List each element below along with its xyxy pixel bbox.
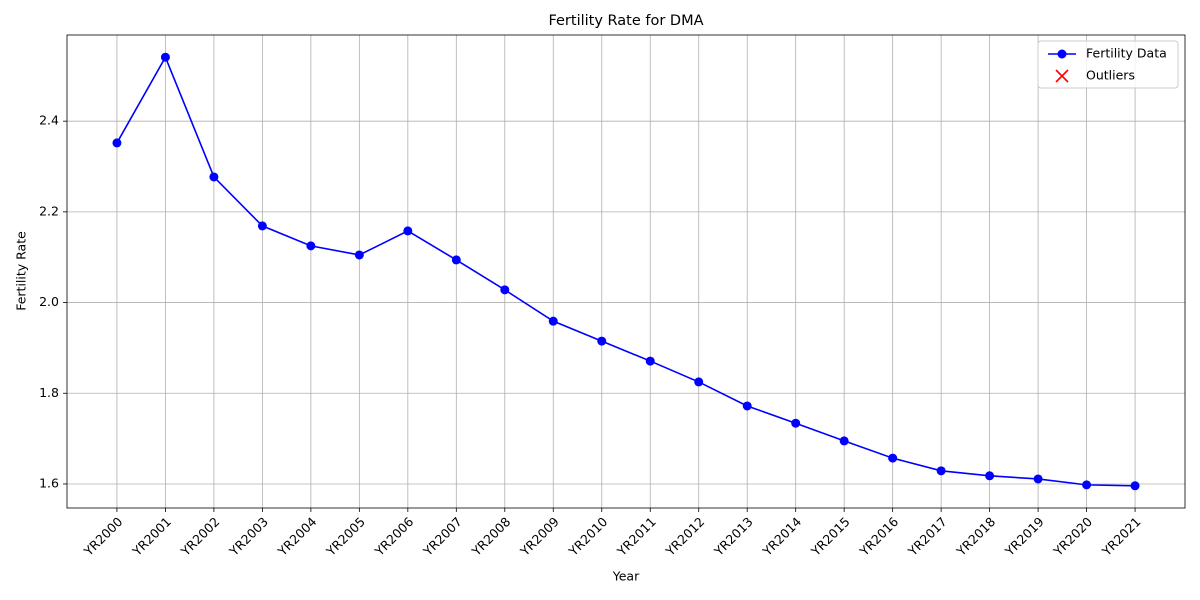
y-tick-label: 2.2 <box>39 203 59 218</box>
data-point <box>257 221 267 231</box>
data-point <box>936 466 946 476</box>
chart-title: Fertility Rate for DMA <box>548 13 703 29</box>
data-point <box>306 241 316 251</box>
data-point <box>985 471 995 481</box>
plot-frame <box>66 34 1186 509</box>
legend-label: Fertility Data <box>1086 46 1167 61</box>
data-point <box>209 172 219 182</box>
data-point <box>1033 474 1043 484</box>
y-tick-label: 1.8 <box>39 385 59 400</box>
legend-label: Outliers <box>1086 68 1135 83</box>
data-point <box>112 138 122 148</box>
data-point <box>839 436 849 446</box>
data-point <box>742 401 752 411</box>
legend-box <box>1037 40 1179 89</box>
data-point <box>548 316 558 326</box>
data-point <box>1130 481 1140 491</box>
data-point <box>1082 480 1092 490</box>
legend-swatch-marker <box>1057 49 1067 59</box>
data-point <box>500 285 510 295</box>
y-axis-label: Fertility Rate <box>14 231 29 311</box>
x-axis-label: Year <box>612 569 640 584</box>
legend-swatch <box>1055 69 1069 83</box>
data-point <box>597 336 607 346</box>
y-tick-label: 2.0 <box>39 294 59 309</box>
data-point <box>451 255 461 265</box>
data-point <box>354 250 364 260</box>
y-tick-label: 2.4 <box>39 113 59 128</box>
data-point <box>403 226 413 236</box>
data-line <box>116 55 1136 487</box>
y-tick-label: 1.6 <box>39 475 59 490</box>
data-point <box>888 453 898 463</box>
data-point <box>694 377 704 387</box>
data-point <box>645 356 655 366</box>
data-point <box>791 418 801 428</box>
data-point <box>160 52 170 62</box>
